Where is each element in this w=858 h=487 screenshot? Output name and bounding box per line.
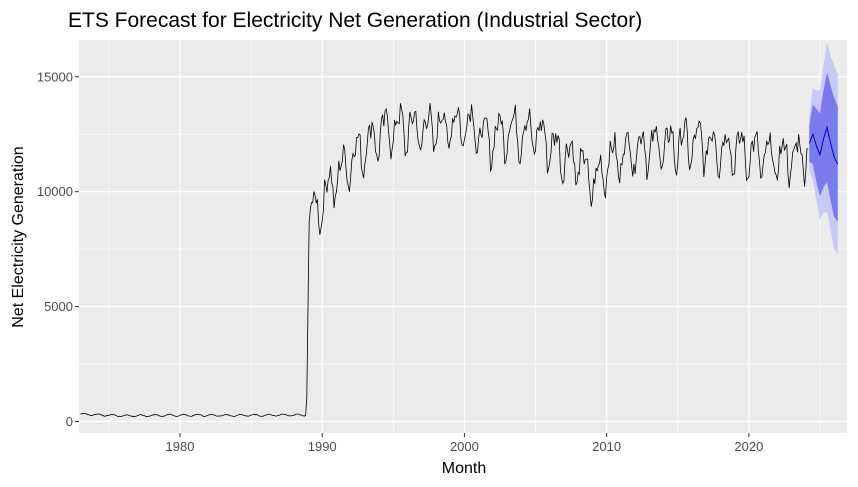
y-tick-label: 10000 <box>37 184 73 199</box>
observed-line <box>80 103 809 418</box>
plot-panel <box>79 40 847 433</box>
x-axis: 1980 1990 2000 2010 2020 <box>166 433 763 454</box>
chart-title: ETS Forecast for Electricity Net Generat… <box>68 9 642 32</box>
interval-80-band <box>809 72 838 222</box>
x-tick-label: 2020 <box>734 439 763 454</box>
forecast-series <box>808 125 839 165</box>
major-gridlines <box>79 40 847 433</box>
x-tick-label: 2000 <box>450 439 479 454</box>
x-tick-label: 1990 <box>308 439 337 454</box>
observed-series <box>80 103 809 418</box>
forecast-mean-line <box>808 125 839 165</box>
y-axis-title: Net Electricity Generation <box>10 146 27 327</box>
x-tick-label: 1980 <box>166 439 195 454</box>
y-axis: 0 5000 10000 15000 <box>37 69 79 429</box>
y-tick-label: 15000 <box>37 69 73 84</box>
y-tick-label: 0 <box>66 414 73 429</box>
x-tick-label: 2010 <box>592 439 621 454</box>
interval-80-area <box>809 72 838 222</box>
y-tick-label: 5000 <box>44 299 73 314</box>
x-axis-title: Month <box>442 460 486 477</box>
